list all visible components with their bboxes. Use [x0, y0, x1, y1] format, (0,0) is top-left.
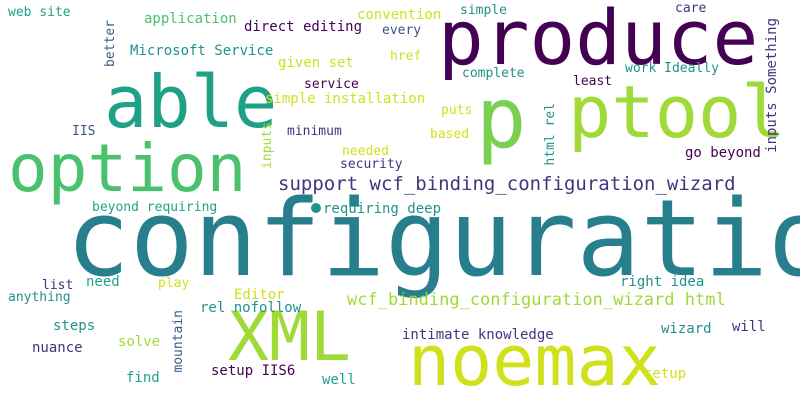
word-option: option — [8, 130, 247, 207]
word-find: find — [126, 370, 160, 386]
word-simple-installation: simple installation — [265, 91, 426, 107]
word-simple: simple — [460, 3, 507, 18]
word-security: security — [340, 157, 403, 172]
word-web-site: web site — [8, 5, 71, 20]
word-care: care — [675, 1, 707, 16]
word-every: every — [382, 23, 422, 38]
word-direct-editing: direct editing — [244, 19, 363, 35]
word-work-ideally: work Ideally — [625, 61, 719, 76]
word-microsoft-service: Microsoft Service — [130, 43, 274, 59]
word-application: application — [144, 11, 237, 27]
word-setup: setup — [644, 366, 687, 382]
word-xml: XML — [228, 298, 351, 377]
word-nuance: nuance — [32, 340, 83, 356]
word-href: href — [390, 49, 422, 64]
word-better: better — [103, 20, 118, 67]
word-based: based — [430, 127, 470, 142]
word-minimum: minimum — [287, 124, 342, 139]
word-rel-nofollow: rel nofollow — [200, 300, 302, 316]
word-wcf-binding-configuration-wizard-html: wcf_binding_configuration_wizard html — [347, 290, 726, 310]
word-anything: anything — [8, 290, 71, 305]
word-inputs: inputs — [260, 122, 275, 169]
word-p: p — [476, 69, 527, 167]
word-needed: needed — [342, 144, 389, 159]
word-mountain: mountain — [171, 310, 186, 373]
dot-mark — [311, 203, 321, 213]
word-produce: produce — [438, 0, 759, 82]
word-configuration: configuration — [66, 177, 800, 300]
word-editor: Editor — [234, 287, 285, 303]
word-wizard: wizard — [661, 321, 712, 337]
word-requiring-deep: requiring deep — [323, 201, 442, 217]
word-solve: solve — [118, 334, 161, 350]
word-steps: steps — [53, 318, 96, 334]
word-html-rel: html rel — [543, 103, 558, 166]
word-ptool: ptool — [568, 70, 785, 154]
word-list: list — [42, 278, 74, 293]
word-need: need — [86, 274, 120, 290]
word-go-beyond: go beyond — [685, 145, 761, 161]
word-given-set: given set — [278, 55, 354, 71]
word-puts: puts — [441, 103, 473, 118]
word-noemax: noemax — [408, 320, 661, 400]
word-inputs-something: inputs Something — [764, 18, 780, 153]
word-well: well — [322, 372, 356, 388]
word-service: service — [304, 77, 359, 92]
word-beyond-requiring: beyond requiring — [92, 200, 218, 215]
word-right-idea: right idea — [620, 274, 705, 290]
word-iis: IIS — [72, 124, 96, 139]
word-support-wcf-binding-configuration-wizard: support wcf_binding_configuration_wizard — [278, 173, 736, 195]
word-complete: complete — [462, 66, 525, 81]
word-setup-iis6: setup IIS6 — [211, 363, 296, 379]
word-will: will — [732, 319, 766, 335]
word-play: play — [158, 276, 190, 291]
word-intimate-knowledge: intimate knowledge — [402, 327, 554, 343]
word-able: able — [104, 60, 278, 144]
word-convention: convention — [357, 7, 442, 23]
word-least: least — [573, 74, 613, 89]
